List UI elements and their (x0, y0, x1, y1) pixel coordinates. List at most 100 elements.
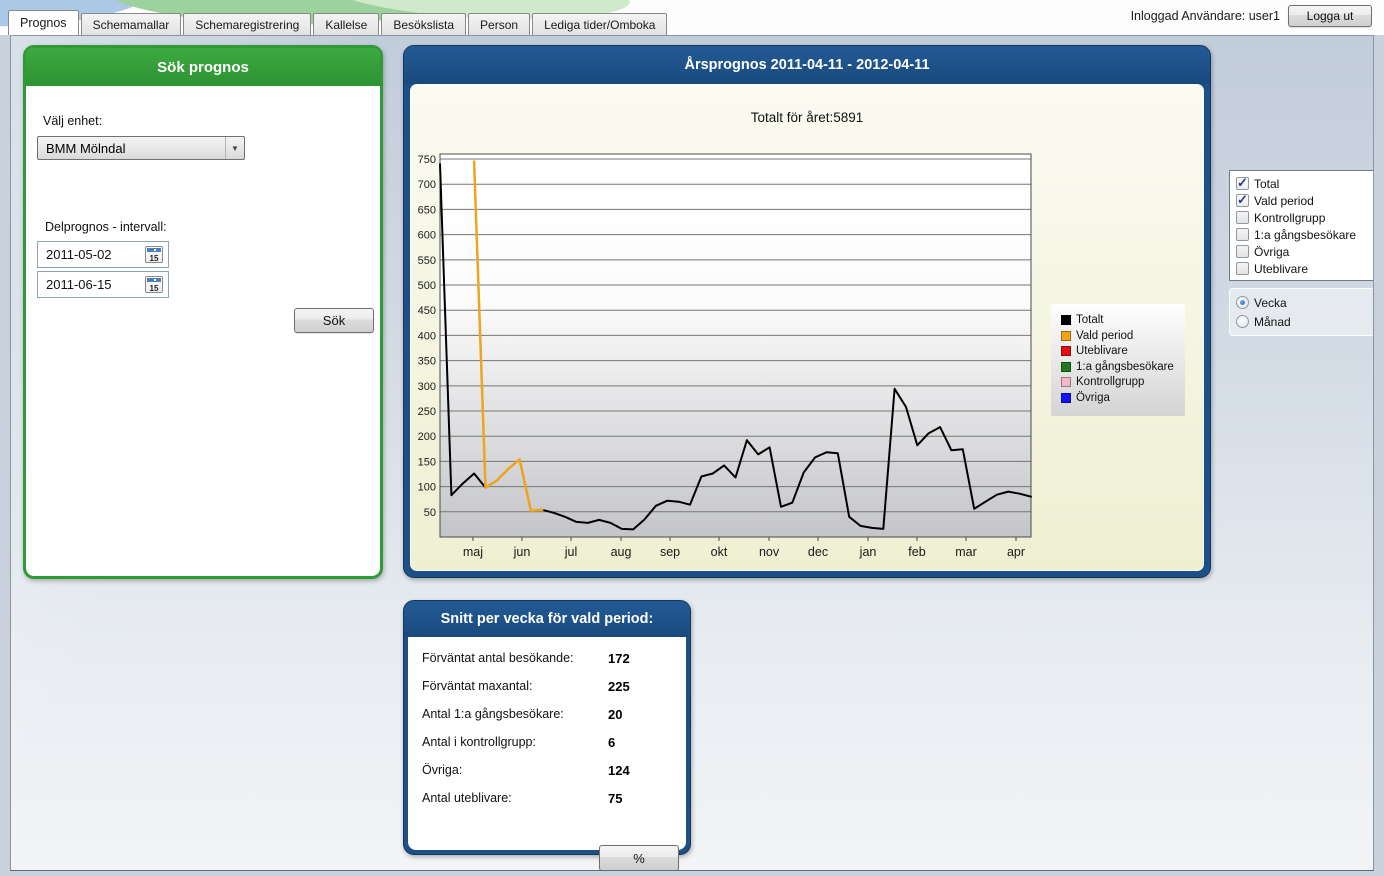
legend-swatch-uteblivare (1061, 346, 1071, 356)
svg-text:nov: nov (759, 545, 780, 559)
svg-text:dec: dec (808, 545, 828, 559)
svg-text:mar: mar (955, 545, 977, 559)
legend-item: Kontrollgrupp (1061, 376, 1185, 388)
unit-label: Välj enhet: (43, 114, 103, 128)
calendar-icon[interactable]: 15 (145, 276, 163, 293)
svg-text:300: 300 (418, 381, 436, 393)
calendar-icon[interactable]: 15 (145, 246, 163, 263)
tab-schemamallar[interactable]: Schemamallar (80, 13, 182, 35)
legend-label: Totalt (1076, 314, 1104, 326)
main-content: Sök prognos Välj enhet: BMM Mölndal ▼ De… (10, 35, 1374, 871)
svg-text:650: 650 (418, 204, 436, 216)
svg-text:jun: jun (513, 545, 531, 559)
legend-swatch-kontrollgrupp (1061, 377, 1071, 387)
tab-schemaregistrering[interactable]: Schemaregistrering (183, 13, 312, 35)
svg-text:okt: okt (711, 545, 728, 559)
checkbox-total[interactable]: Total (1236, 175, 1373, 191)
date-to-value: 2011-06-15 (46, 277, 112, 292)
logged-in-user-label: Inloggad Användare: user1 (1130, 9, 1280, 23)
forecast-chart-panel: Årsprognos 2011-04-11 - 2012-04-11 Total… (403, 45, 1211, 578)
date-from-field[interactable]: 2011-05-02 15 (37, 241, 169, 268)
stat-label: Antal uteblivare: (422, 791, 512, 805)
svg-text:jan: jan (859, 545, 877, 559)
legend-swatch-vald-period (1061, 330, 1071, 341)
search-panel-title: Sök prognos (26, 48, 380, 86)
svg-text:aug: aug (611, 545, 632, 559)
tab-bar: Prognos Schemamallar Schemaregistrering … (8, 10, 669, 35)
checkbox-icon[interactable] (1236, 175, 1249, 191)
svg-text:feb: feb (908, 545, 925, 559)
radio-icon[interactable] (1236, 315, 1249, 328)
radio-icon[interactable] (1236, 296, 1249, 309)
date-to-field[interactable]: 2011-06-15 15 (37, 271, 169, 298)
chart-plot-area: 50 100 150 200 250 300 350 400 450 500 550 600 650 70… (411, 145, 1071, 565)
checkbox-label: Uteblivare (1254, 261, 1309, 276)
svg-text:400: 400 (418, 330, 436, 342)
tab-lediga-tider-omboka[interactable]: Lediga tider/Omboka (532, 13, 668, 35)
chevron-down-icon[interactable]: ▼ (225, 137, 244, 159)
checkbox-icon[interactable] (1236, 245, 1249, 258)
series-checkbox-group: Total Vald period Kontrollgrupp 1:a gång… (1229, 170, 1373, 281)
checkbox-ovriga[interactable]: Övriga (1236, 244, 1373, 259)
stat-row: Förväntat maxantal: 225 (422, 679, 672, 695)
tab-prognos[interactable]: Prognos (8, 10, 79, 35)
svg-text:700: 700 (418, 179, 436, 191)
checkbox-icon[interactable] (1236, 262, 1249, 275)
legend-label: Vald period (1076, 329, 1134, 342)
checkbox-icon[interactable] (1236, 192, 1249, 208)
checkbox-icon[interactable] (1236, 228, 1249, 241)
checkbox-label: Övriga (1254, 244, 1290, 259)
logout-button[interactable]: Logga ut (1288, 5, 1372, 27)
search-button[interactable]: Sök (294, 308, 374, 333)
legend-label: Övriga (1076, 391, 1110, 404)
svg-text:350: 350 (418, 356, 436, 368)
legend-label: 1:a gångsbesökare (1076, 360, 1174, 373)
chart-body: Totalt för året:5891 50 100 150 200 250 300 35… (410, 84, 1204, 571)
svg-text:550: 550 (418, 255, 436, 267)
stat-row: Förväntat antal besökande: 172 (422, 651, 672, 667)
checkbox-forsta-gangsbesokare[interactable]: 1:a gångsbesökare (1236, 227, 1373, 242)
date-from-value: 2011-05-02 (46, 247, 112, 262)
weekly-average-panel: Snitt per vecka för vald period: Förvänt… (403, 600, 691, 870)
legend-swatch-ovriga (1061, 392, 1071, 403)
checkbox-uteblivare[interactable]: Uteblivare (1236, 261, 1373, 276)
radio-label: Månad (1254, 314, 1291, 329)
tab-besokslista[interactable]: Besökslista (381, 13, 467, 35)
svg-text:jul: jul (564, 545, 578, 559)
checkbox-icon[interactable] (1236, 211, 1249, 224)
checkbox-label: Kontrollgrupp (1254, 210, 1326, 225)
stat-row: Antal 1:a gångsbesökare: 20 (422, 707, 672, 723)
series-filter-panel: Total Vald period Kontrollgrupp 1:a gång… (1229, 170, 1373, 336)
chart-legend: Totalt Vald period Uteblivare 1:a gångsb… (1051, 304, 1185, 416)
svg-text:450: 450 (418, 305, 436, 317)
svg-text:750: 750 (418, 154, 436, 166)
checkbox-kontrollgrupp[interactable]: Kontrollgrupp (1236, 210, 1373, 225)
checkbox-vald-period[interactable]: Vald period (1236, 192, 1373, 208)
tab-kallelse[interactable]: Kallelse (313, 13, 380, 35)
stat-value: 75 (608, 791, 623, 806)
legend-item: Totalt (1061, 314, 1185, 326)
legend-swatch-totalt (1061, 315, 1071, 325)
legend-item: Uteblivare (1061, 345, 1185, 357)
chart-panel-title: Årsprognos 2011-04-11 - 2012-04-11 (404, 46, 1210, 84)
radio-manad[interactable]: Månad (1236, 314, 1373, 329)
svg-text:150: 150 (418, 456, 436, 468)
checkbox-label: Vald period (1254, 193, 1314, 208)
svg-text:maj: maj (463, 545, 483, 559)
svg-text:apr: apr (1007, 545, 1025, 559)
period-radio-group: Vecka Månad (1229, 288, 1373, 336)
search-prognos-panel: Sök prognos Välj enhet: BMM Mölndal ▼ De… (23, 45, 383, 579)
checkbox-label: Total (1254, 176, 1280, 191)
unit-select-value: BMM Mölndal (46, 140, 126, 156)
stats-panel-body: Förväntat antal besökande: 172 Förväntat… (408, 637, 686, 870)
legend-item: 1:a gångsbesökare (1061, 361, 1185, 373)
tab-person[interactable]: Person (468, 13, 531, 35)
stat-row: Antal i kontrollgrupp: 6 (422, 735, 672, 751)
stat-row: Antal uteblivare: 75 (422, 791, 672, 807)
legend-label: Uteblivare (1076, 345, 1128, 357)
radio-vecka[interactable]: Vecka (1236, 295, 1373, 310)
stats-panel-title: Snitt per vecka för vald period: (404, 601, 690, 637)
unit-select[interactable]: BMM Mölndal ▼ (37, 136, 245, 160)
percent-button[interactable]: % (599, 845, 679, 870)
stat-label: Antal i kontrollgrupp: (422, 735, 536, 749)
